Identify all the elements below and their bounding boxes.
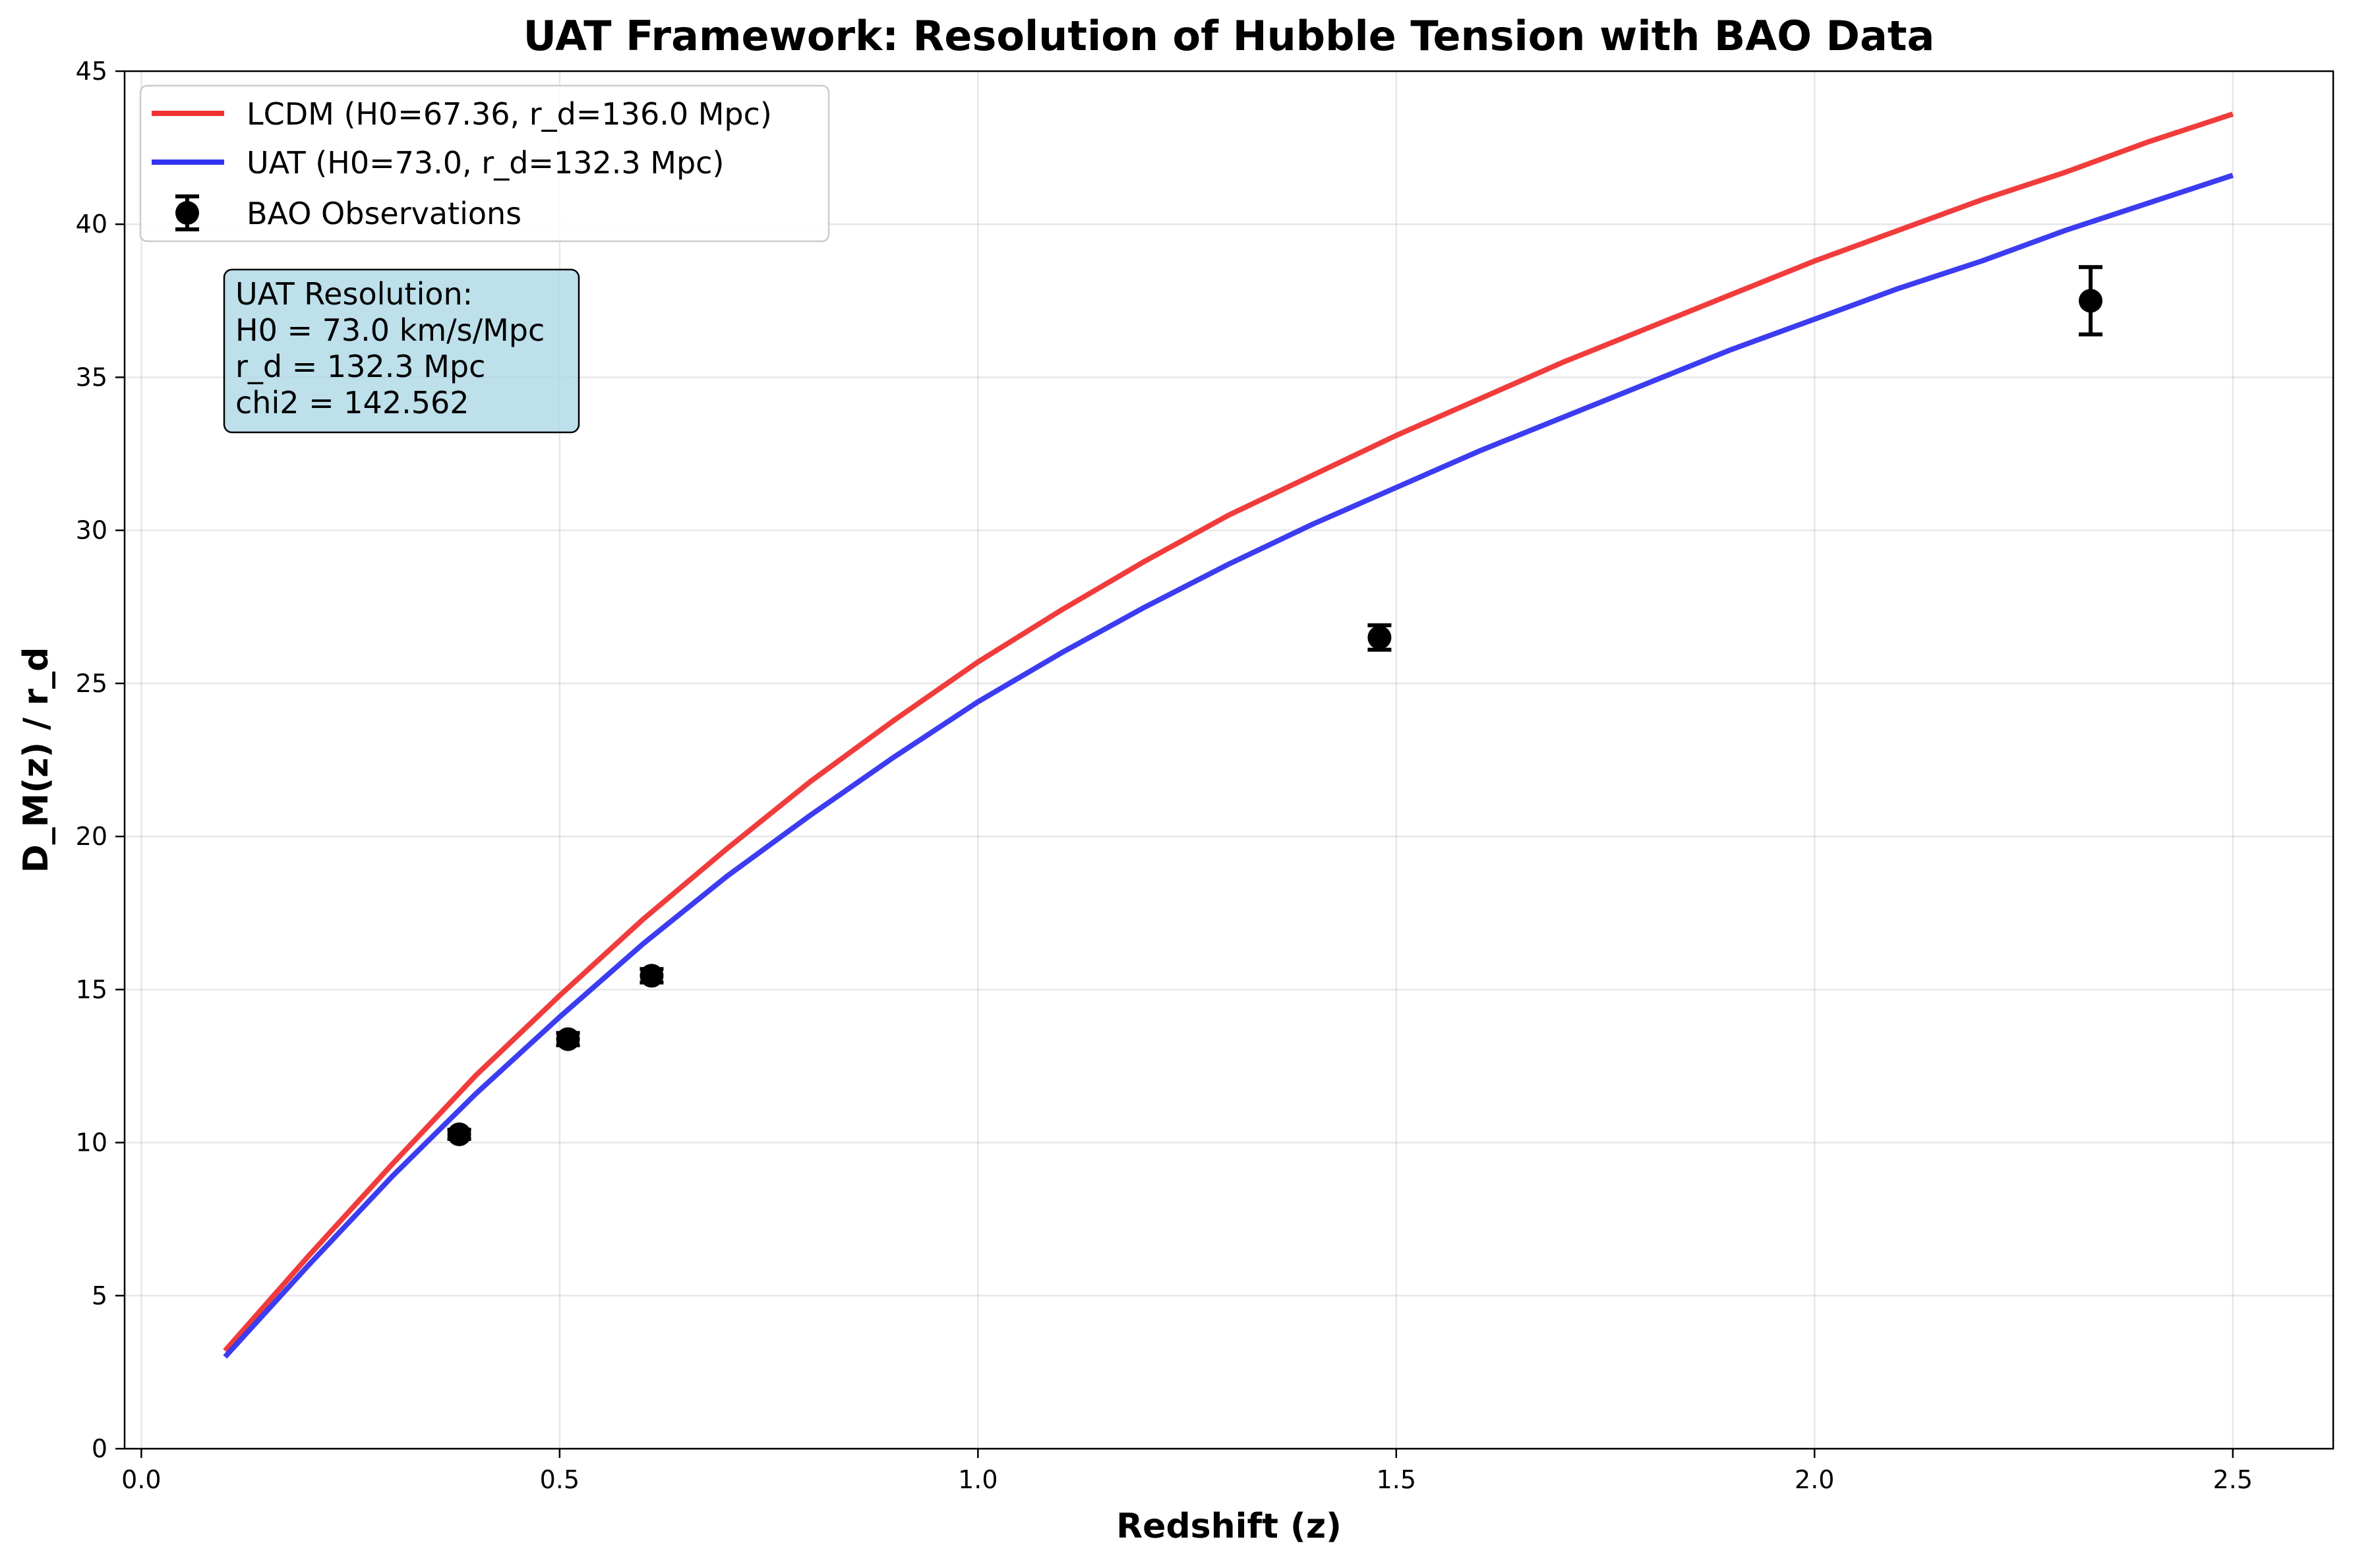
annotation-box: UAT Resolution: H0 = 73.0 km/s/Mpc r_d =… bbox=[223, 268, 580, 434]
x-axis-label: Redshift (z) bbox=[1116, 1507, 1342, 1546]
legend-frame bbox=[139, 84, 830, 243]
legend-label-bao: BAO Observations bbox=[247, 196, 521, 231]
y-tick-label: 45 bbox=[76, 57, 107, 86]
series-line-0 bbox=[223, 111, 2234, 1353]
annotation-line-2: H0 = 73.0 km/s/Mpc bbox=[235, 312, 545, 348]
grid-lines bbox=[125, 70, 2333, 1450]
y-tick-label: 10 bbox=[76, 1128, 107, 1157]
series-line-1 bbox=[223, 173, 2234, 1359]
annotation-line-4: chi2 = 142.562 bbox=[235, 385, 469, 421]
y-tick-label: 35 bbox=[76, 363, 107, 392]
x-tick-label: 2.0 bbox=[1795, 1465, 1834, 1494]
x-tick-label: 2.5 bbox=[2213, 1465, 2253, 1494]
x-tick-label: 1.0 bbox=[958, 1465, 998, 1494]
bao-point bbox=[1367, 623, 1392, 652]
plot-frame bbox=[123, 70, 2335, 1450]
y-tick-label: 40 bbox=[76, 210, 107, 239]
annotation-line-3: r_d = 132.3 Mpc bbox=[235, 349, 485, 384]
legend: LCDM (H0=67.36, r_d=136.0 Mpc) UAT (H0=7… bbox=[139, 84, 830, 243]
y-tick-label: 25 bbox=[76, 669, 107, 698]
data-point-marker bbox=[640, 964, 664, 988]
y-axis-label: D_M(z) / r_d bbox=[16, 647, 56, 873]
y-tick-label: 0 bbox=[92, 1434, 107, 1463]
chart-title: UAT Framework: Resolution of Hubble Tens… bbox=[523, 12, 1935, 60]
annotation-line-1: UAT Resolution: bbox=[235, 276, 473, 312]
y-tick-label: 15 bbox=[76, 975, 107, 1004]
y-tick-label: 20 bbox=[76, 822, 107, 851]
bao-point bbox=[556, 1027, 580, 1051]
x-tick-label: 0.0 bbox=[121, 1465, 161, 1494]
bao-point bbox=[2079, 265, 2103, 337]
bao-point bbox=[447, 1122, 471, 1147]
legend-label-uat: UAT (H0=73.0, r_d=132.3 Mpc) bbox=[247, 145, 724, 181]
data-point-marker bbox=[447, 1122, 471, 1147]
y-tick-label: 30 bbox=[76, 516, 107, 545]
data-point-marker bbox=[1367, 625, 1392, 650]
data-point-marker bbox=[2079, 289, 2103, 313]
y-tick-label: 5 bbox=[92, 1281, 107, 1310]
x-tick-label: 0.5 bbox=[540, 1465, 580, 1494]
bao-point bbox=[640, 964, 664, 988]
axis-ticks: 0.0 0.5 1.0 1.5 2.0 2.5 0 5 10 15 20 25 30 35 40 45 bbox=[76, 57, 2253, 1494]
x-tick-label: 1.5 bbox=[1377, 1465, 1416, 1494]
series-layer bbox=[223, 111, 2234, 1359]
legend-label-lcdm: LCDM (H0=67.36, r_d=136.0 Mpc) bbox=[247, 96, 772, 132]
legend-swatch-bao bbox=[175, 194, 199, 231]
data-point-marker bbox=[556, 1027, 580, 1051]
annotation-background bbox=[223, 268, 580, 434]
